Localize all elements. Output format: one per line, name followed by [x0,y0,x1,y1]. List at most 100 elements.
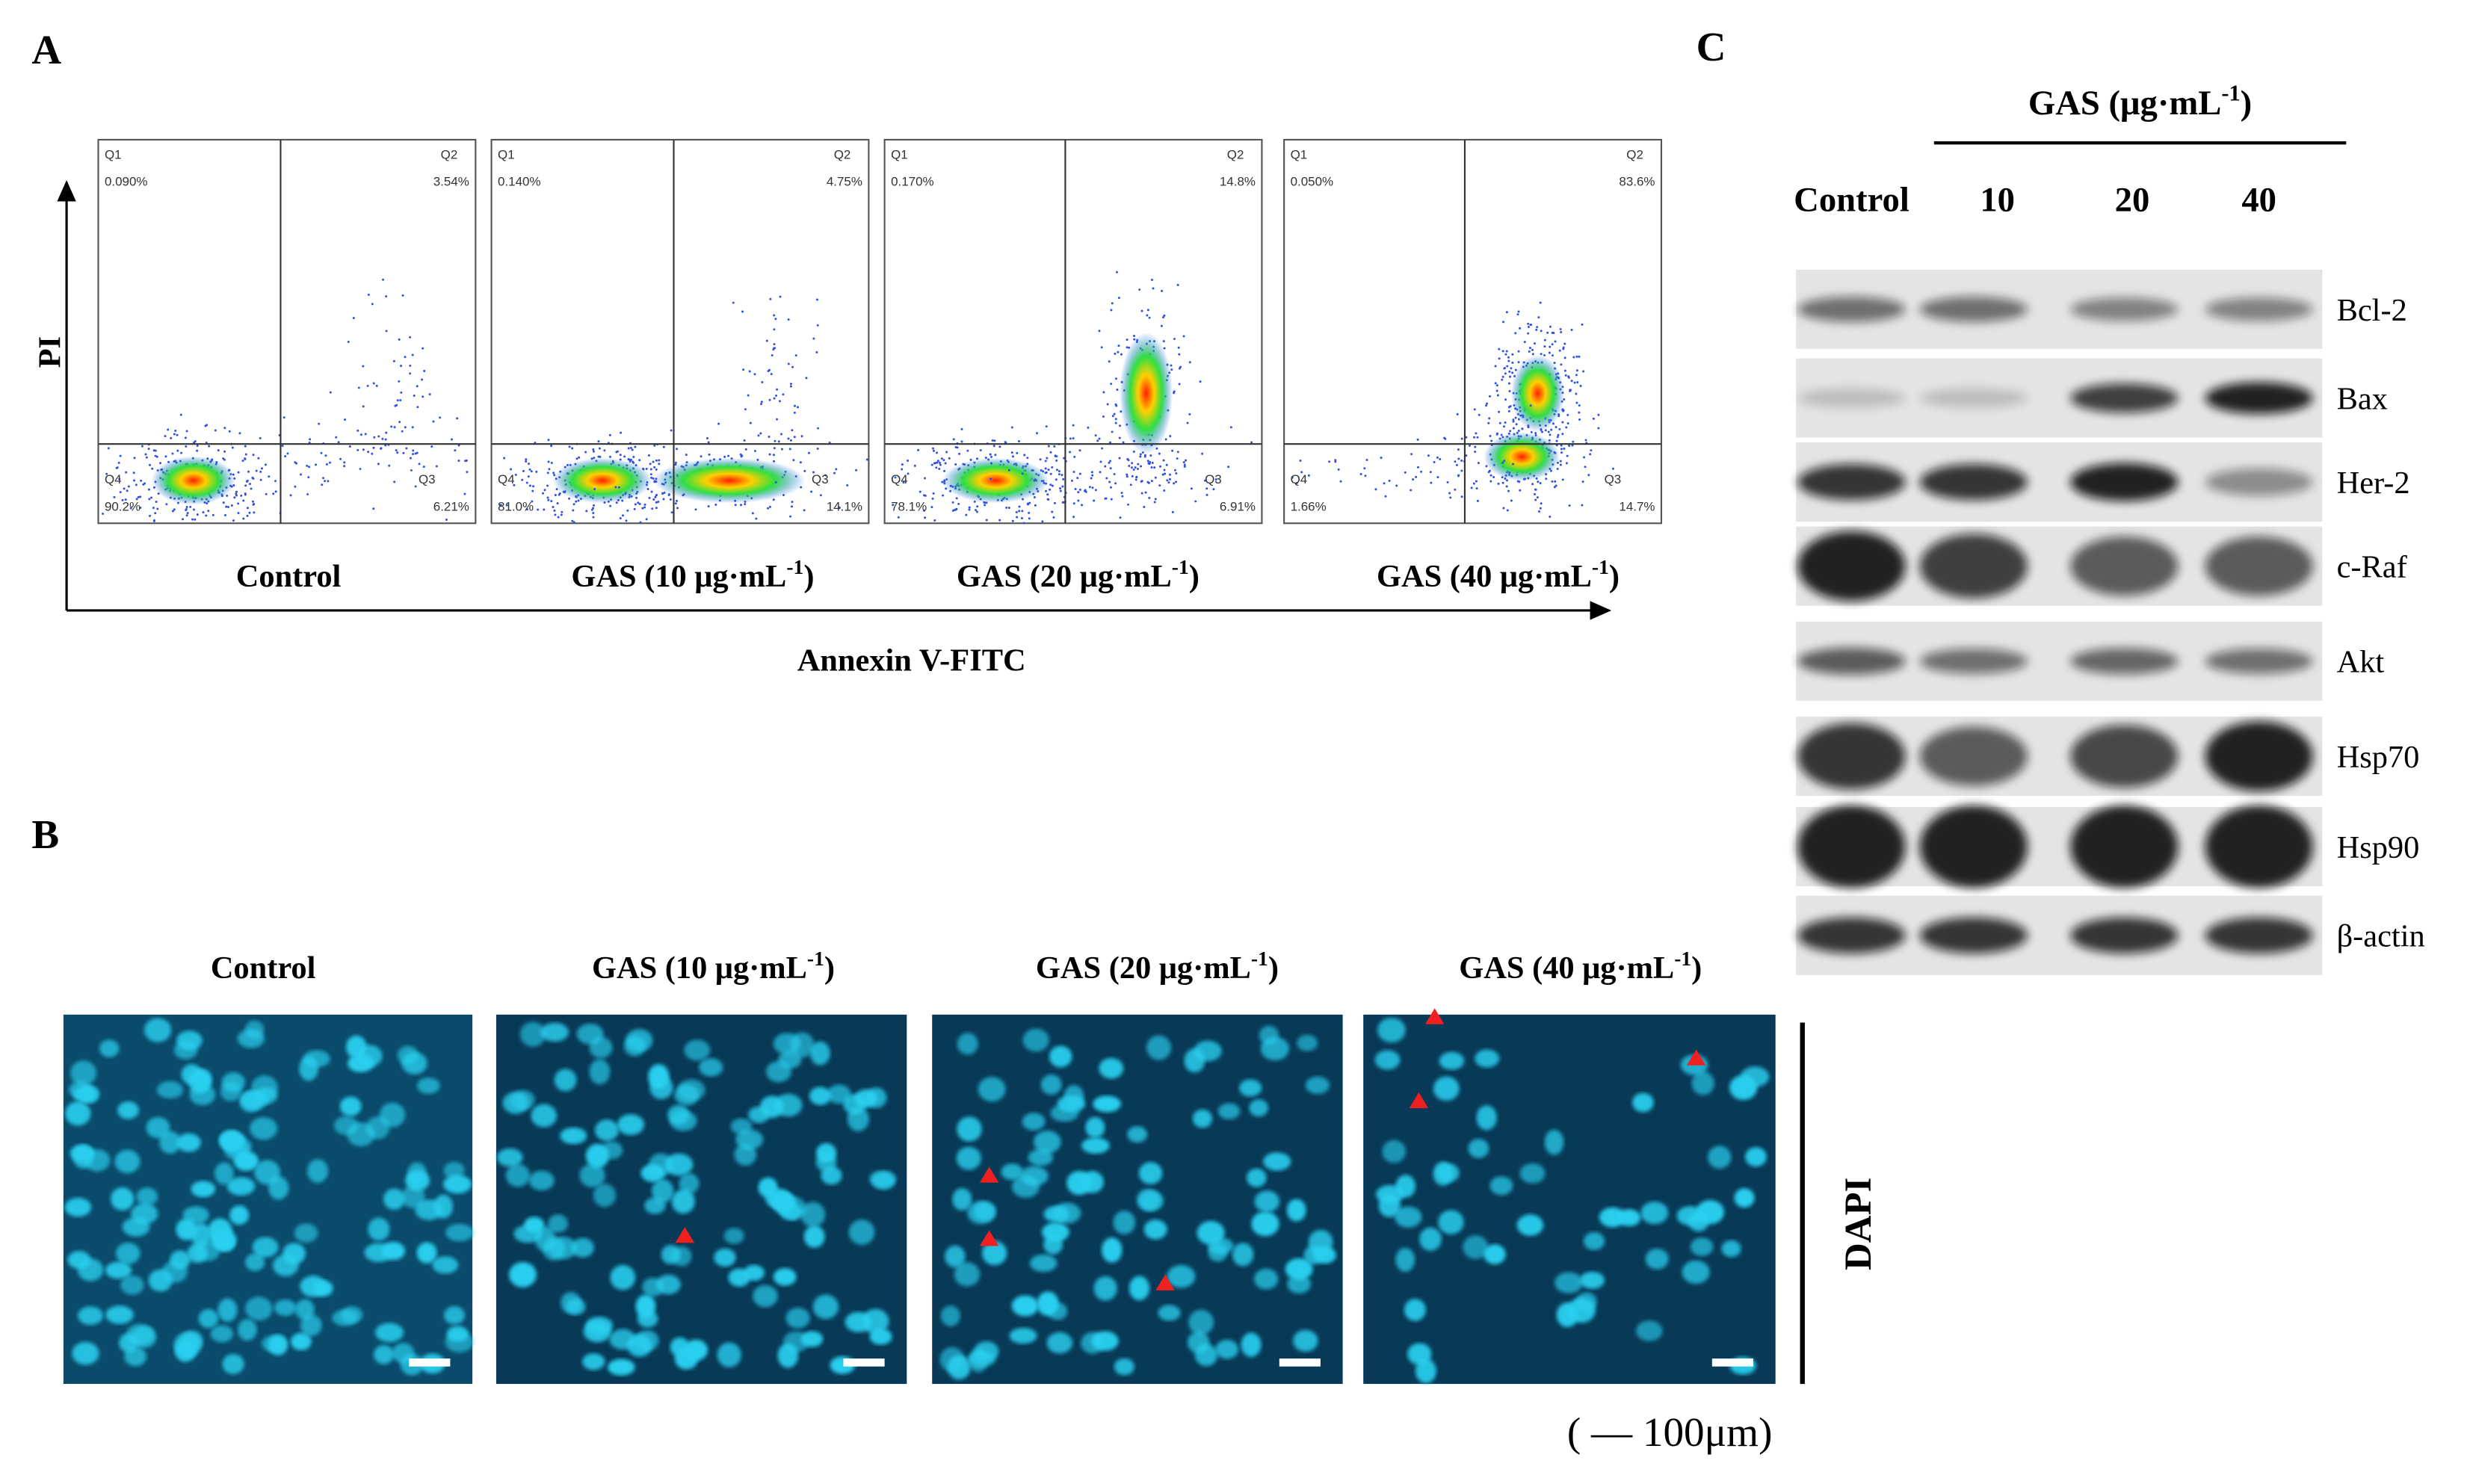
event-dot [1049,472,1052,475]
event-dot [1212,488,1215,491]
quadrant-pct: 0.050% [1291,174,1334,188]
nucleus [379,1102,406,1128]
event-dot [901,468,904,471]
event-dot [226,505,229,508]
nucleus [505,1163,530,1187]
event-dot [165,503,168,506]
event-dot [975,509,977,512]
event-dot [1579,385,1582,388]
nucleus [64,1198,92,1217]
event-dot [531,500,534,503]
event-dot [1126,458,1129,460]
nucleus [444,1305,466,1325]
event-dot [1536,326,1539,329]
event-dot [398,380,401,383]
nucleus [1376,1184,1404,1204]
event-dot [344,418,346,421]
event-dot [1033,496,1036,499]
event-dot [1178,367,1181,370]
event-dot [819,494,822,497]
nucleus [383,1188,405,1210]
event-dot [1504,372,1507,375]
event-dot [907,472,910,475]
event-dot [409,372,412,375]
event-dot [139,495,142,498]
event-dot [1111,415,1114,418]
event-dot [359,433,362,436]
event-dot [1186,421,1189,424]
event-dot [727,454,730,457]
event-dot [244,457,247,460]
nucleus [1040,1074,1062,1095]
quadrant-pct: 0.090% [105,174,148,188]
band [2070,917,2179,953]
event-dot [1164,438,1167,441]
event-dot [1153,466,1156,469]
nucleus [176,1133,201,1152]
event-dot [1016,451,1019,454]
x-axis-label: Annexin V-FITC [797,643,1026,678]
event-dot [1517,430,1520,433]
nucleus [1404,1299,1426,1321]
nucleus [219,1130,242,1152]
event-dot [322,477,325,480]
event-dot [237,512,240,515]
event-dot [155,500,158,503]
event-dot [976,505,979,508]
event-dot [1457,474,1460,477]
nucleus [65,1101,91,1126]
band [2070,463,2179,501]
event-dot [1508,472,1511,474]
image-caption: GAS (10 μg·mL-1) [592,947,835,986]
quadrant-label: Q4 [105,472,122,486]
scale-bar [409,1358,451,1367]
event-dot [185,514,188,517]
event-dot [1475,480,1478,483]
event-dot [1137,463,1140,466]
event-dot [938,468,941,470]
band [2205,468,2313,496]
nucleus [443,1175,472,1194]
nucleus [1519,1163,1546,1184]
event-dot [1575,355,1578,358]
event-dot [669,498,672,501]
event-dot [528,468,531,471]
event-dot [952,438,955,441]
event-dot [1044,460,1047,463]
event-dot [1028,517,1031,520]
band [2070,297,2179,321]
event-dot [1501,481,1504,484]
event-dot [1506,509,1509,512]
event-dot [1010,426,1013,429]
event-dot [1501,378,1504,381]
red-arrow [1155,1274,1175,1290]
event-dot [1427,454,1430,457]
row-label: Her-2 [2337,466,2410,501]
nucleus [785,1308,810,1329]
nucleus [967,1201,995,1225]
event-dot [992,445,995,448]
event-dot [1563,356,1566,359]
event-dot [180,451,183,454]
event-dot [1100,346,1103,349]
event-dot [1150,466,1153,469]
event-dot [1365,459,1368,461]
nucleus [1407,1343,1432,1365]
band [1797,463,1906,501]
event-dot [237,471,240,474]
event-dot [241,460,244,463]
caption-end: ) [1609,559,1620,594]
caption-end: ) [1268,950,1279,986]
nucleus [173,1041,198,1060]
band [2205,721,2313,791]
event-dot [597,455,600,458]
event-dot [1250,441,1253,444]
event-dot [1457,457,1460,460]
event-dot [1507,382,1510,385]
event-dot [154,454,157,457]
event-dot [372,507,375,510]
event-dot [1077,499,1080,502]
event-dot [1078,449,1081,452]
event-dot [205,514,208,517]
event-dot [1511,371,1514,374]
